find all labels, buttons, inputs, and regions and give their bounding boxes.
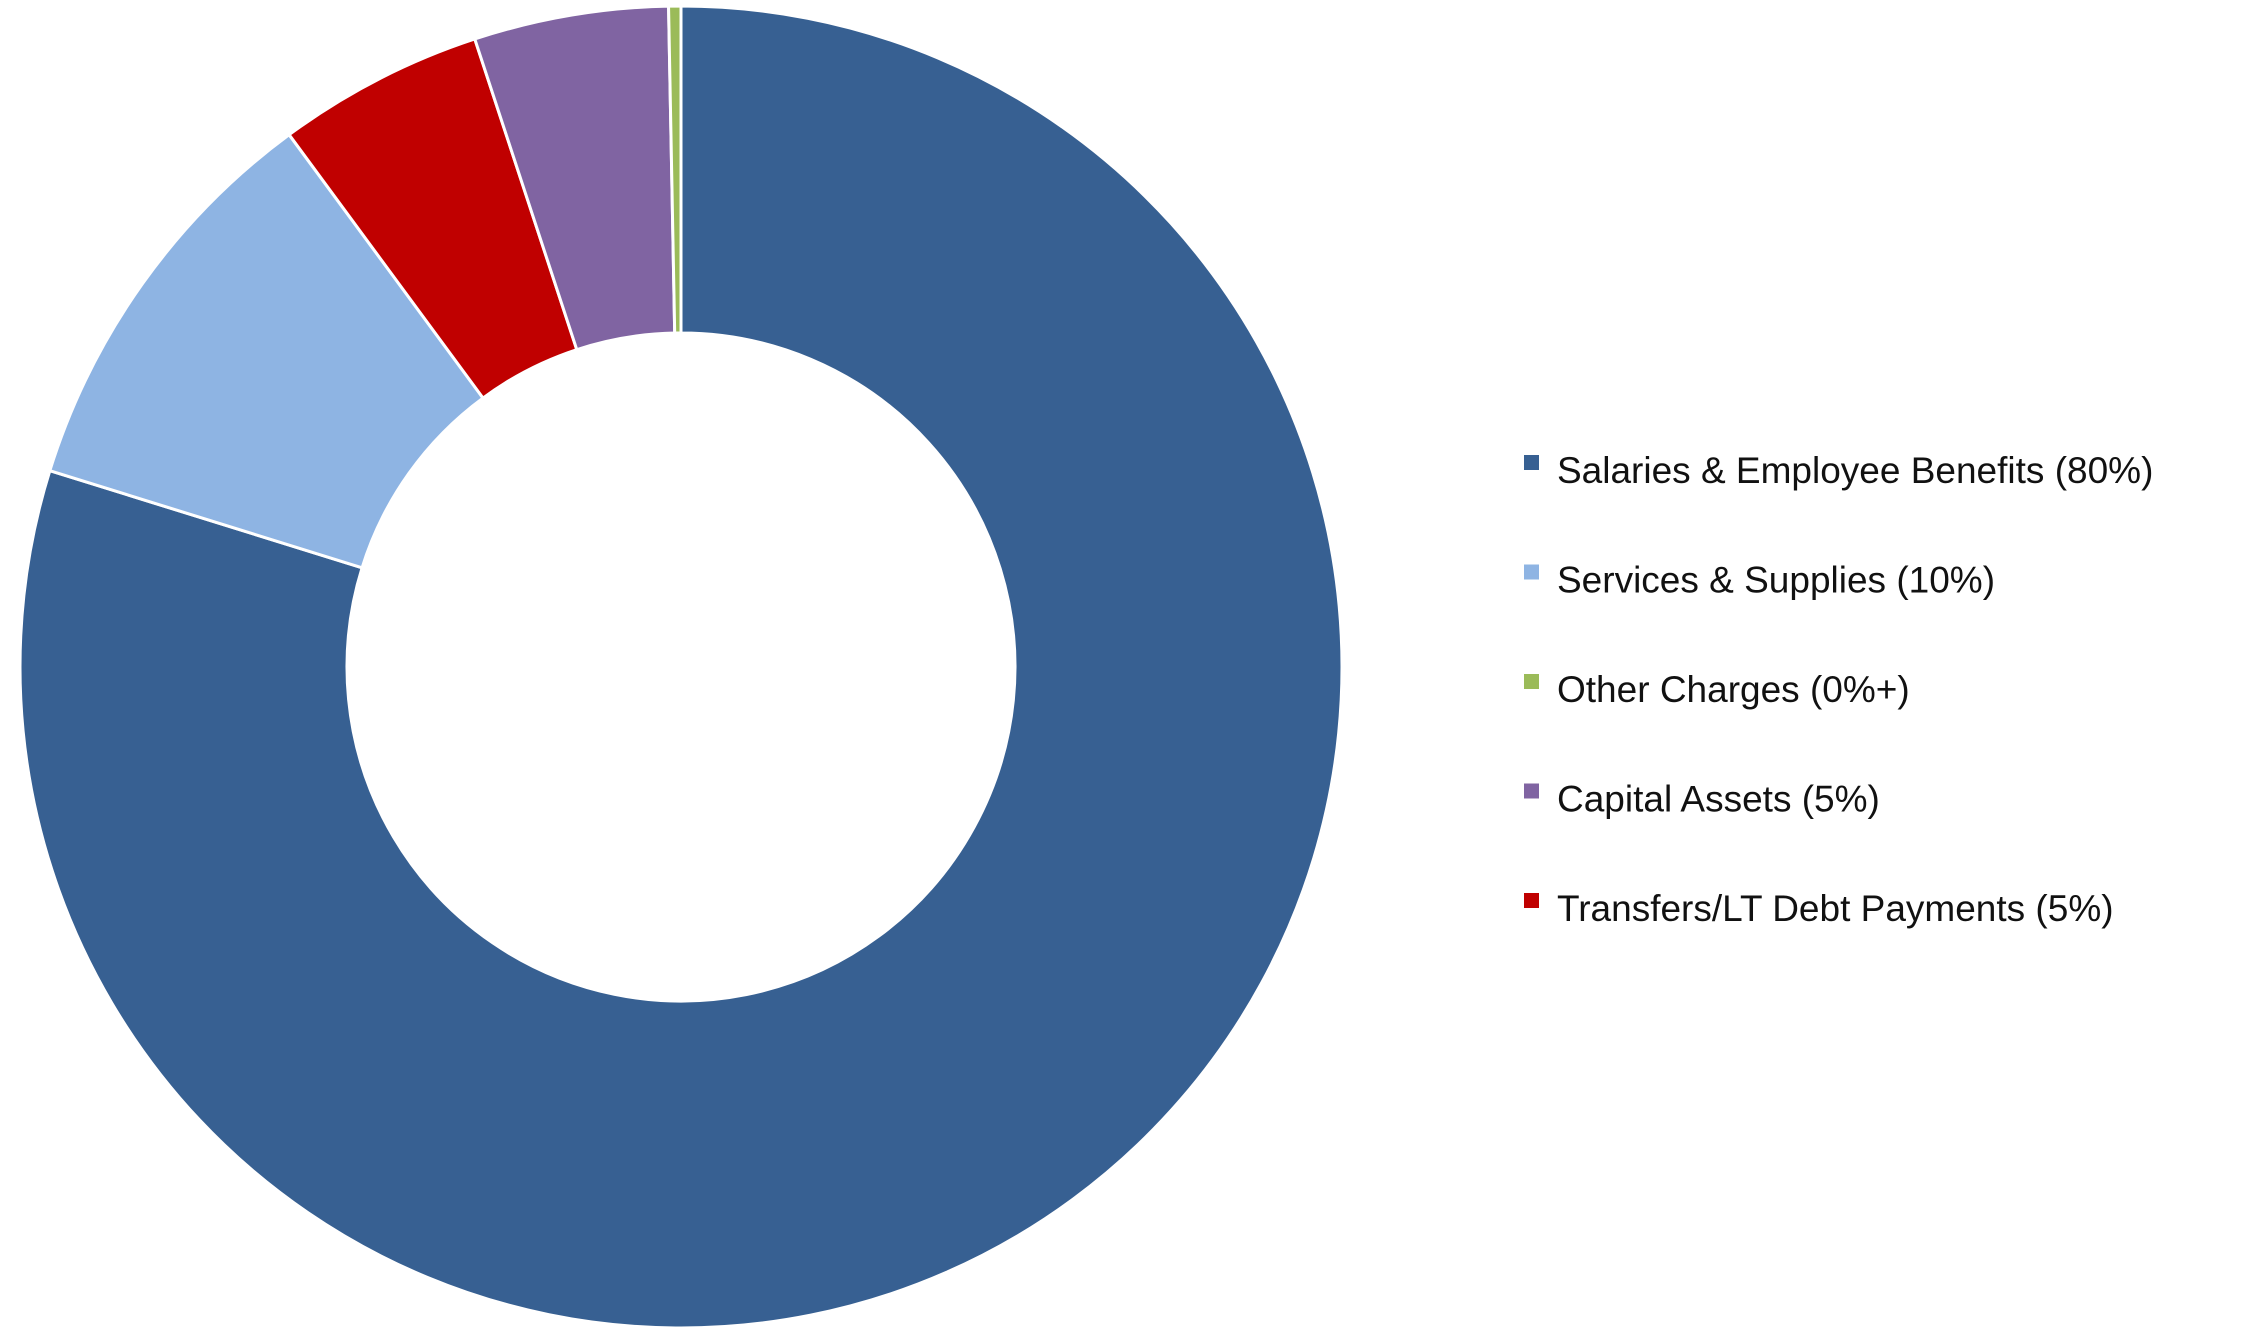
legend-label: Capital Assets (5%) xyxy=(1557,778,1880,819)
legend-label: Other Charges (0%+) xyxy=(1557,669,1910,710)
legend-swatch xyxy=(1524,783,1539,799)
legend-label: Services & Supplies (10%) xyxy=(1557,559,1995,600)
legend-label: Transfers/LT Debt Payments (5%) xyxy=(1557,888,2114,929)
legend-swatch xyxy=(1524,893,1539,908)
legend-swatch xyxy=(1524,455,1539,470)
legend-swatch xyxy=(1524,674,1539,689)
legend-swatch xyxy=(1524,564,1539,580)
donut-slice xyxy=(47,132,486,570)
donut-slice xyxy=(667,4,683,335)
donut-slice xyxy=(18,4,1344,1330)
legend-label: Salaries & Employee Benefits (80%) xyxy=(1557,450,2153,491)
